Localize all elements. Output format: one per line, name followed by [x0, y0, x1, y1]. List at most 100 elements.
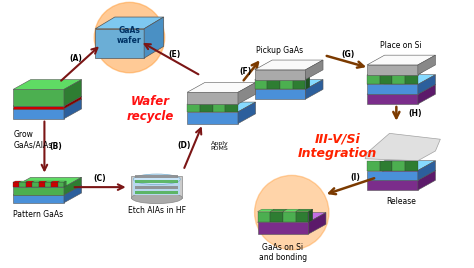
Polygon shape — [270, 209, 287, 211]
Polygon shape — [405, 161, 418, 170]
Polygon shape — [13, 195, 64, 203]
Polygon shape — [187, 92, 238, 104]
Polygon shape — [367, 170, 418, 180]
Text: Place on Si: Place on Si — [381, 41, 422, 50]
Text: Apply
PDMS: Apply PDMS — [210, 141, 228, 151]
Polygon shape — [58, 181, 66, 182]
Polygon shape — [13, 89, 64, 106]
Polygon shape — [45, 182, 51, 187]
Polygon shape — [13, 80, 82, 89]
Polygon shape — [293, 80, 305, 89]
Polygon shape — [187, 102, 255, 112]
Text: (H): (H) — [408, 109, 422, 118]
Text: Pickup GaAs: Pickup GaAs — [256, 46, 303, 55]
Polygon shape — [255, 80, 323, 89]
Text: (A): (A) — [69, 54, 82, 63]
Text: III-V/Si
Integration: III-V/Si Integration — [298, 132, 377, 160]
Polygon shape — [212, 104, 225, 112]
Polygon shape — [64, 80, 82, 106]
Text: (C): (C) — [94, 174, 107, 183]
Polygon shape — [367, 75, 380, 84]
Text: GaAs on Si
and bonding: GaAs on Si and bonding — [259, 243, 307, 262]
Polygon shape — [380, 75, 392, 84]
Polygon shape — [26, 181, 35, 182]
Polygon shape — [255, 77, 272, 80]
Polygon shape — [51, 181, 60, 182]
Polygon shape — [64, 99, 82, 119]
Polygon shape — [367, 55, 436, 65]
Text: (G): (G) — [342, 50, 355, 59]
Polygon shape — [418, 84, 436, 104]
Polygon shape — [13, 182, 19, 187]
Polygon shape — [255, 60, 323, 70]
Text: (I): (I) — [350, 173, 360, 182]
Text: Wafer
recycle: Wafer recycle — [126, 95, 173, 123]
Polygon shape — [136, 191, 178, 194]
Polygon shape — [305, 60, 323, 80]
Ellipse shape — [131, 192, 182, 204]
Polygon shape — [380, 161, 392, 170]
Polygon shape — [267, 77, 284, 80]
Polygon shape — [257, 222, 309, 234]
Polygon shape — [58, 182, 64, 187]
Polygon shape — [255, 89, 305, 99]
Polygon shape — [238, 83, 255, 104]
Text: (D): (D) — [178, 141, 191, 150]
Polygon shape — [45, 181, 54, 182]
Polygon shape — [95, 29, 144, 58]
Polygon shape — [255, 80, 267, 89]
Circle shape — [94, 2, 164, 73]
Polygon shape — [296, 211, 309, 222]
Polygon shape — [187, 104, 200, 112]
Polygon shape — [367, 170, 436, 180]
Polygon shape — [367, 161, 436, 170]
Polygon shape — [13, 185, 82, 195]
Polygon shape — [64, 177, 82, 195]
Polygon shape — [367, 72, 384, 75]
Polygon shape — [136, 186, 178, 189]
Polygon shape — [280, 77, 297, 80]
Polygon shape — [367, 180, 418, 190]
Polygon shape — [95, 17, 164, 29]
Polygon shape — [405, 72, 422, 75]
Polygon shape — [283, 209, 300, 211]
Polygon shape — [257, 211, 270, 222]
Polygon shape — [392, 75, 405, 84]
Polygon shape — [144, 17, 164, 58]
Polygon shape — [367, 161, 380, 170]
Circle shape — [255, 175, 329, 250]
Polygon shape — [392, 161, 405, 170]
Polygon shape — [64, 181, 66, 187]
Polygon shape — [26, 182, 32, 187]
Polygon shape — [187, 112, 238, 124]
Polygon shape — [13, 187, 64, 195]
Polygon shape — [296, 209, 313, 211]
Text: (E): (E) — [168, 50, 181, 59]
Polygon shape — [257, 213, 326, 222]
Polygon shape — [367, 84, 418, 94]
Text: Grow
GaAs/AlAs: Grow GaAs/AlAs — [13, 131, 53, 150]
Polygon shape — [64, 185, 82, 203]
Polygon shape — [392, 72, 410, 75]
Text: Etch AlAs in HF: Etch AlAs in HF — [128, 206, 186, 215]
Polygon shape — [418, 161, 436, 180]
Polygon shape — [136, 180, 178, 183]
Polygon shape — [293, 77, 310, 80]
Polygon shape — [418, 55, 436, 75]
Polygon shape — [418, 170, 436, 190]
Polygon shape — [200, 104, 212, 112]
Polygon shape — [270, 211, 283, 222]
Polygon shape — [367, 94, 418, 104]
Polygon shape — [136, 175, 178, 178]
Polygon shape — [367, 65, 418, 75]
Polygon shape — [13, 99, 82, 109]
Polygon shape — [13, 181, 22, 182]
Polygon shape — [13, 177, 82, 187]
Polygon shape — [32, 182, 38, 187]
Polygon shape — [187, 83, 255, 92]
Polygon shape — [133, 179, 180, 195]
Polygon shape — [365, 133, 440, 161]
Polygon shape — [380, 72, 397, 75]
Text: GaAs
wafer: GaAs wafer — [117, 26, 142, 45]
Polygon shape — [38, 181, 47, 182]
